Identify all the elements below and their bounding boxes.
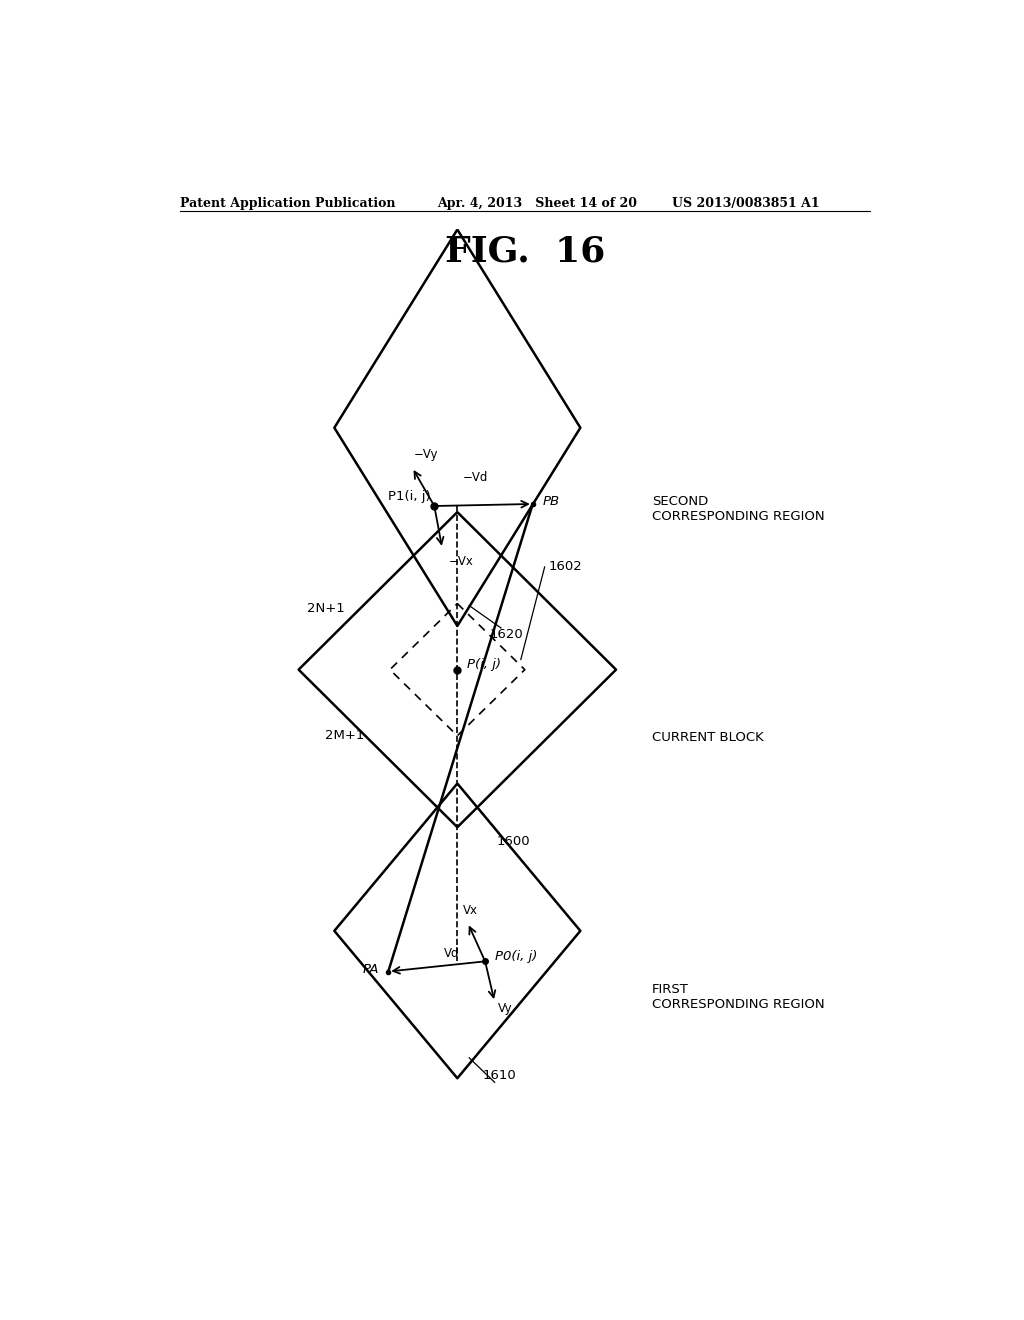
Text: Patent Application Publication: Patent Application Publication [179,197,395,210]
Text: Vy: Vy [498,1002,512,1015]
Text: P(i, j): P(i, j) [467,659,501,671]
Text: 1600: 1600 [497,836,530,847]
Text: P1(i, j): P1(i, j) [388,490,430,503]
Text: 2N+1: 2N+1 [306,602,344,615]
Text: P0(i, j): P0(i, j) [495,950,537,962]
Text: FIRST
CORRESPONDING REGION: FIRST CORRESPONDING REGION [652,983,824,1011]
Text: −Vy: −Vy [414,449,438,461]
Text: Apr. 4, 2013   Sheet 14 of 20: Apr. 4, 2013 Sheet 14 of 20 [437,197,638,210]
Text: 1610: 1610 [482,1069,516,1082]
Text: FIG.  16: FIG. 16 [444,235,605,269]
Text: −Vx: −Vx [449,554,473,568]
Text: −Vd: −Vd [463,471,488,483]
Text: US 2013/0083851 A1: US 2013/0083851 A1 [672,197,819,210]
Text: Vx: Vx [463,904,478,916]
Text: 1620: 1620 [489,628,523,642]
Text: Vd: Vd [444,946,460,960]
Text: CURRENT BLOCK: CURRENT BLOCK [652,731,764,744]
Text: SECOND
CORRESPONDING REGION: SECOND CORRESPONDING REGION [652,495,824,523]
Text: 1602: 1602 [549,561,583,573]
Text: PA: PA [362,964,379,975]
Text: PB: PB [543,495,559,508]
Text: 2M+1: 2M+1 [325,729,365,742]
